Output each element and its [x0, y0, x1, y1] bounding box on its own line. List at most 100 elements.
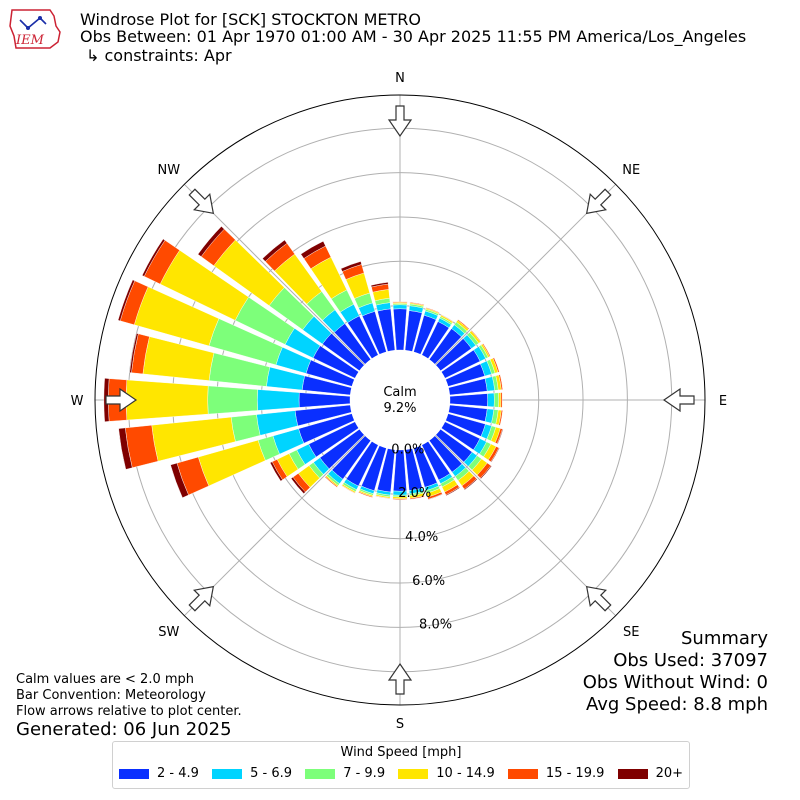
legend-item: 7 - 9.9	[305, 766, 385, 781]
flow-arrow-icon	[188, 585, 215, 612]
direction-label: NW	[157, 163, 180, 178]
flow-arrow-icon	[585, 188, 612, 215]
legend-item: 15 - 19.9	[507, 766, 605, 781]
bar-segment	[197, 226, 225, 257]
bar-segment	[498, 392, 502, 408]
bar-segment	[392, 301, 408, 303]
bar-segment	[290, 476, 306, 494]
bar-segment	[358, 491, 373, 498]
radial-tick-label: 6.0%	[412, 574, 445, 589]
summary-block: Summary Obs Used: 37097 Obs Without Wind…	[583, 628, 768, 716]
bar-segment	[498, 374, 503, 390]
legend-label: 7 - 9.9	[343, 766, 386, 781]
summary-obs-used: Obs Used: 37097	[613, 650, 768, 671]
legend-item: 5 - 6.9	[212, 766, 292, 781]
bar-segment	[230, 414, 261, 442]
constraints-label: ↳ constraints: Apr	[86, 46, 232, 65]
bar-segment	[487, 392, 495, 408]
direction-label: SW	[158, 625, 179, 640]
wind-bars	[103, 226, 504, 500]
legend-item: 10 - 14.9	[398, 766, 495, 781]
legend-swatch	[212, 768, 243, 779]
calm-note: Calm values are < 2.0 mph	[16, 672, 195, 687]
direction-label: W	[71, 394, 84, 409]
bar-segment	[125, 379, 209, 421]
bar-segment	[300, 240, 326, 259]
legend-swatch	[617, 768, 648, 779]
legend-item: 20+	[617, 766, 683, 781]
summary-obs-without-wind: Obs Without Wind: 0	[582, 672, 768, 693]
bar-segment	[393, 308, 407, 351]
bar-segment	[490, 447, 500, 463]
bar-segment	[375, 495, 391, 499]
summary-avg-speed: Avg Speed: 8.8 mph	[586, 694, 768, 715]
grid-spoke	[183, 183, 365, 365]
bar-segment	[496, 428, 504, 445]
bar-segment	[262, 239, 288, 262]
legend-swatch	[507, 768, 538, 779]
logo-text: IEM	[15, 33, 45, 48]
flow-arrows-note: Flow arrows relative to plot center.	[16, 704, 242, 719]
legend-swatch	[398, 768, 429, 779]
direction-label: NE	[622, 163, 640, 178]
bar-segment	[493, 392, 499, 408]
flow-arrow-icon	[662, 387, 695, 413]
generated-date: Generated: 06 Jun 2025	[16, 719, 232, 740]
radial-tick-label: 0.0%	[391, 442, 424, 457]
outer-ring	[94, 94, 706, 706]
legend-label: 15 - 19.9	[545, 766, 605, 781]
calm-circle	[350, 350, 450, 450]
bar-segment	[492, 357, 500, 373]
bar-segment	[480, 465, 492, 480]
iem-logo: IEM	[9, 9, 61, 49]
flow-arrow-icon	[585, 585, 612, 612]
bar-segment	[392, 304, 408, 310]
bar-segment	[445, 486, 461, 496]
bar-segment	[482, 343, 491, 357]
bar-segment	[500, 392, 503, 408]
notes-block: Calm values are < 2.0 mph Bar Convention…	[16, 672, 242, 720]
flow-arrow-icon	[387, 105, 413, 138]
legend-swatch	[119, 768, 149, 779]
chart-title: Windrose Plot for [SCK] STOCKTON METRO	[80, 10, 421, 29]
bar-segment	[141, 238, 166, 277]
bar-segment	[298, 392, 351, 408]
direction-label: N	[395, 71, 405, 86]
bar-segment	[340, 261, 362, 272]
bar-segment	[370, 282, 389, 288]
flow-arrow-icon	[387, 662, 413, 695]
bar-segment	[118, 427, 133, 470]
speed-legend: Wind Speed [mph] 2 - 4.9 5 - 6.9 7 - 9.9 10…	[112, 741, 690, 789]
legend-label: 5 - 6.9	[250, 766, 292, 781]
flow-arrow-icon	[188, 188, 215, 215]
bar-segment	[324, 476, 338, 488]
bar-segment	[170, 462, 189, 499]
bar-convention-note: Bar Convention: Meteorology	[16, 688, 206, 703]
direction-label: E	[719, 394, 727, 409]
legend-title: Wind Speed [mph]	[340, 745, 462, 760]
bar-segment	[409, 301, 425, 306]
legend-label: 20+	[655, 766, 683, 781]
radial-tick-label: 8.0%	[419, 618, 452, 633]
legend-swatch	[305, 768, 336, 779]
legend-label: 2 - 4.9	[157, 766, 199, 781]
direction-label: S	[396, 717, 404, 732]
bar-segment	[117, 279, 136, 322]
bar-segment	[470, 330, 482, 343]
bar-segment	[427, 493, 443, 500]
flow-arrow-icon	[105, 387, 138, 413]
obs-range: Obs Between: 01 Apr 1970 01:00 AM - 30 A…	[80, 27, 747, 46]
calm-value: 9.2%	[383, 401, 416, 416]
radial-tick-label: 4.0%	[405, 530, 438, 545]
bar-segment	[207, 385, 258, 415]
grid-spoke	[183, 435, 365, 617]
bar-segment	[392, 498, 408, 500]
bar-segment	[269, 461, 283, 482]
summary-title: Summary	[681, 628, 768, 649]
bar-segment	[498, 410, 503, 426]
direction-label: SE	[623, 625, 639, 640]
radial-tick-label: 2.0%	[398, 486, 431, 501]
